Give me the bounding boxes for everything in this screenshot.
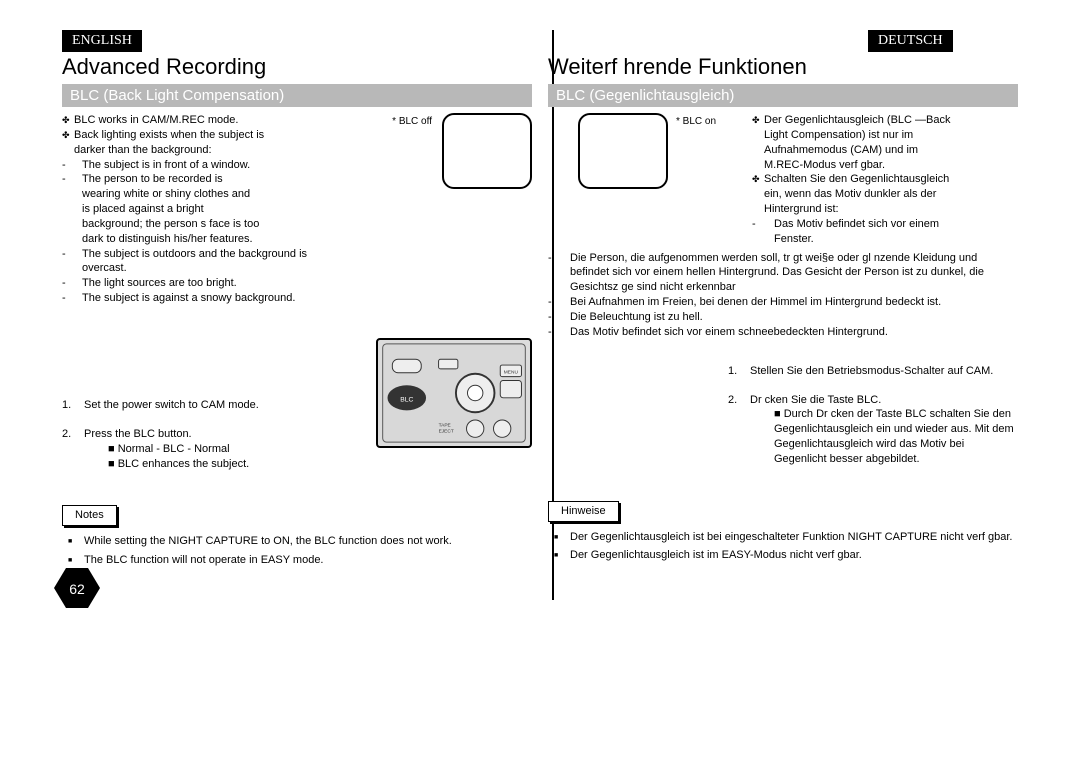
- caption-blc-off: * BLC off: [392, 115, 432, 129]
- intro-line: Back lighting exists when the subject is…: [62, 128, 322, 158]
- note-item: Der Gegenlichtausgleich ist bei eingesch…: [570, 530, 1018, 545]
- bullet: The light sources are too bright.: [62, 276, 322, 291]
- step-2: 2.Press the BLC button. ■ Normal - BLC -…: [62, 427, 322, 472]
- svg-text:TAPE: TAPE: [439, 423, 451, 429]
- page-number-text: 62: [69, 581, 85, 597]
- figure-blc-off: [442, 113, 532, 189]
- heading-deutsch: Weiterf hrende Funktionen: [548, 54, 1018, 80]
- svg-text:MENU: MENU: [504, 370, 519, 376]
- bullet: Die Person, die aufgenommen werden soll,…: [548, 251, 1018, 296]
- section-bar-deutsch: BLC (Gegenlichtausgleich): [548, 84, 1018, 107]
- note-item: While setting the NIGHT CAPTURE to ON, t…: [84, 534, 532, 549]
- bullet: The subject is in front of a window.: [62, 158, 322, 173]
- figure-blc-on: [578, 113, 668, 189]
- deutsch-steps: 1.Stellen Sie den Betriebsmodus-Schalter…: [728, 364, 1018, 467]
- english-steps: 1.Set the power switch to CAM mode. 2.Pr…: [62, 398, 322, 471]
- svg-text:BLC: BLC: [400, 397, 413, 404]
- deutsch-column: DEUTSCH Weiterf hrende Funktionen BLC (G…: [548, 30, 1018, 567]
- bullet: Die Beleuchtung ist zu hell.: [548, 310, 1018, 325]
- bullet: The subject is against a snowy backgroun…: [62, 291, 322, 306]
- lang-tag-english: ENGLISH: [62, 30, 142, 52]
- intro-line: BLC works in CAM/M.REC mode.: [62, 113, 322, 128]
- step-2: 2.Dr cken Sie die Taste BLC. ■ Durch Dr …: [728, 393, 1018, 467]
- step-1: 1.Set the power switch to CAM mode.: [62, 398, 322, 413]
- lang-tag-deutsch: DEUTSCH: [868, 30, 953, 52]
- english-column: ENGLISH Advanced Recording BLC (Back Lig…: [62, 30, 532, 572]
- notes-label: Notes: [62, 505, 117, 526]
- page-number-badge: 62: [54, 568, 100, 608]
- note-item: Der Gegenlichtausgleich ist im EASY-Modu…: [570, 548, 1018, 563]
- bullet: Das Motiv befindet sich vor einem schnee…: [548, 325, 1018, 340]
- bullet: The subject is outdoors and the backgrou…: [62, 247, 322, 277]
- heading-english: Advanced Recording: [62, 54, 532, 80]
- step-1: 1.Stellen Sie den Betriebsmodus-Schalter…: [728, 364, 1018, 379]
- intro-line: Schalten Sie den Gegenlichtausgleich ein…: [752, 172, 1018, 217]
- manual-page: ENGLISH Advanced Recording BLC (Back Lig…: [62, 30, 1018, 640]
- english-body: * BLC off BLC works in CAM/M.REC mode. B…: [62, 113, 532, 568]
- english-notes: While setting the NIGHT CAPTURE to ON, t…: [62, 534, 532, 568]
- hinweise-label: Hinweise: [548, 501, 619, 522]
- intro-line: Der Gegenlichtausgleich (BLC —Back Light…: [752, 113, 1018, 172]
- bullet: Das Motiv befindet sich vor einemFenster…: [752, 217, 1018, 247]
- camera-illustration: BLC MENU TAPE EJECT: [376, 338, 532, 448]
- deutsch-notes: Der Gegenlichtausgleich ist bei eingesch…: [548, 530, 1018, 564]
- bullet: Bei Aufnahmen im Freien, bei denen der H…: [548, 295, 1018, 310]
- svg-text:EJECT: EJECT: [439, 429, 454, 435]
- bullet: The person to be recorded is wearing whi…: [62, 172, 322, 246]
- caption-blc-on: * BLC on: [676, 115, 716, 129]
- note-item: The BLC function will not operate in EAS…: [84, 553, 532, 568]
- section-bar-english: BLC (Back Light Compensation): [62, 84, 532, 107]
- deutsch-body: * BLC on Der Gegenlichtausgleich (BLC —B…: [548, 113, 1018, 563]
